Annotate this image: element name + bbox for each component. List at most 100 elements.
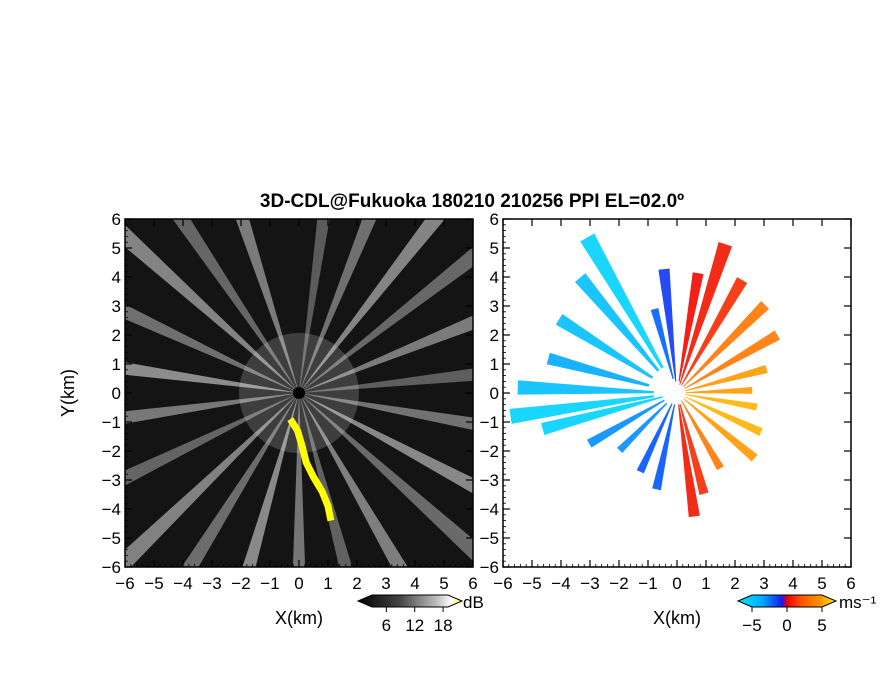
- left-snr-ray: [125, 304, 299, 393]
- left-xtick-label: 3: [381, 574, 390, 593]
- right-velocity-ray: [555, 313, 654, 379]
- right-xtick-label: −1: [638, 574, 657, 593]
- right-velocity-ray: [586, 399, 665, 448]
- left-xlabel: X(km): [275, 608, 323, 628]
- left-axes: −6 −5 −4 −3 −2 −1 0 1 2 3 4 5 6 −6 −5 −4 −3 −2 −1 0 1 2 3 4 5 6: [102, 210, 478, 593]
- right-velocity-ray: [685, 364, 768, 392]
- left-xtick-label: 5: [439, 574, 448, 593]
- right-xtick-label: −3: [580, 574, 599, 593]
- left-snr-ray: [299, 315, 473, 393]
- left-snr-ray: [242, 393, 299, 567]
- left-snr-ray: [125, 393, 299, 424]
- left-snr-ray: [299, 219, 377, 393]
- right-velocity-ray: [684, 396, 763, 436]
- left-snr-ray: [299, 246, 473, 393]
- left-ytick-label: 0: [112, 384, 121, 403]
- left-snr-ray: [299, 393, 473, 494]
- right-ytick-label: 4: [490, 268, 499, 287]
- right-velocity-ray: [685, 386, 753, 394]
- right-ytick-label: 3: [490, 297, 499, 316]
- right-velocity-ray: [541, 396, 664, 436]
- left-ray-layer: [125, 219, 473, 567]
- left-snr-ray: [299, 393, 473, 562]
- left-xtick-label: 4: [410, 574, 419, 593]
- left-colorbar-bar: [356, 594, 464, 608]
- right-xtick-label: −5: [522, 574, 541, 593]
- left-snr-ray: [125, 224, 299, 393]
- right-colorbar-unit-text: ms⁻¹: [839, 593, 877, 612]
- right-velocity-ray: [650, 308, 674, 380]
- right-velocity-ray: [678, 404, 700, 518]
- right-ytick-label: 5: [490, 239, 499, 258]
- left-colorbar: dB 6 12 18: [356, 593, 484, 635]
- left-radar-center: [293, 387, 305, 399]
- right-xtick-label: 2: [730, 574, 739, 593]
- right-velocity-ray: [678, 272, 704, 382]
- right-panel: −6 −5 −4 −3 −2 −1 0 1 2 3 4 5 6 −6 −5 −4 −3 −2 −1 0 1 2 3 4 5 6 X…: [480, 210, 877, 635]
- right-xtick-label: 4: [788, 574, 797, 593]
- figure-title: 3D-CDL@Fukuoka 180210 210256 PPI EL=02.0…: [260, 191, 684, 212]
- left-colorbar-unit: dB: [463, 593, 484, 612]
- left-snr-ray: [235, 219, 299, 393]
- colorbar-tick-label: 5: [817, 616, 826, 635]
- right-xlabel: X(km): [653, 608, 701, 628]
- left-ytick-label: 2: [112, 326, 121, 345]
- right-xtick-label: −6: [493, 574, 512, 593]
- right-radar-center: [673, 389, 681, 397]
- right-ytick-label: −2: [480, 442, 499, 461]
- right-ytick-label: −4: [480, 500, 499, 519]
- right-ytick-label: −1: [480, 413, 499, 432]
- right-velocity-ray: [679, 404, 709, 495]
- right-velocity-ray: [679, 242, 733, 385]
- right-xtick-label: 5: [817, 574, 826, 593]
- right-ytick-label: −3: [480, 471, 499, 490]
- right-velocity-ray: [685, 394, 758, 411]
- left-xtick-label: 2: [352, 574, 361, 593]
- left-snr-ray: [299, 393, 473, 431]
- right-velocity-ray: [636, 403, 673, 474]
- left-xtick-label: −4: [173, 574, 192, 593]
- right-velocity-ray: [546, 352, 650, 387]
- right-xtick-label: 0: [672, 574, 681, 593]
- left-snr-ray: [125, 393, 299, 486]
- right-colorbar-unit: ms⁻¹: [839, 593, 877, 612]
- left-ytick-label: −4: [102, 500, 121, 519]
- right-xtick-label: 1: [701, 574, 710, 593]
- right-velocity-ray: [580, 233, 664, 369]
- left-snr-ray: [299, 219, 330, 393]
- right-velocity-ray: [684, 330, 780, 389]
- right-colorbar: ms⁻¹ −5 0 5: [736, 593, 877, 635]
- right-ytick-label: −6: [480, 558, 499, 577]
- right-velocity-ray: [658, 268, 677, 382]
- right-xtick-label: 6: [846, 574, 855, 593]
- right-velocity-ray: [509, 395, 655, 424]
- right-ytick-label: −5: [480, 529, 499, 548]
- right-velocity-ray: [652, 404, 676, 491]
- left-snr-ray: [181, 393, 299, 567]
- left-snr-ray: [299, 219, 446, 393]
- right-ytick-label: 1: [490, 355, 499, 374]
- left-xtick-label: −2: [231, 574, 250, 593]
- right-velocity-ray: [683, 398, 758, 462]
- left-xtick-label: −5: [144, 574, 163, 593]
- left-snr-ray: [299, 393, 408, 567]
- right-axes: −6 −5 −4 −3 −2 −1 0 1 2 3 4 5 6 −6 −5 −4 −3 −2 −1 0 1 2 3 4 5 6: [480, 210, 856, 593]
- left-ytick-label: 4: [112, 268, 121, 287]
- left-snr-ray: [299, 393, 353, 567]
- right-velocity-ray: [682, 300, 770, 388]
- left-snr-ray: [292, 393, 306, 567]
- left-ytick-label: −1: [102, 413, 121, 432]
- left-ytick-label: 3: [112, 297, 121, 316]
- left-xtick-label: −1: [260, 574, 279, 593]
- colorbar-tick-label: 6: [382, 616, 391, 635]
- right-velocity-ray: [681, 277, 748, 386]
- left-xtick-label: 0: [294, 574, 303, 593]
- right-velocity-ray: [517, 380, 654, 395]
- left-ytick-label: −6: [102, 558, 121, 577]
- left-colorbar-ticks: 6 12 18: [382, 607, 453, 635]
- left-xtick-label: −3: [202, 574, 221, 593]
- left-snr-ray: [299, 368, 473, 393]
- left-snr-ray: [125, 362, 299, 393]
